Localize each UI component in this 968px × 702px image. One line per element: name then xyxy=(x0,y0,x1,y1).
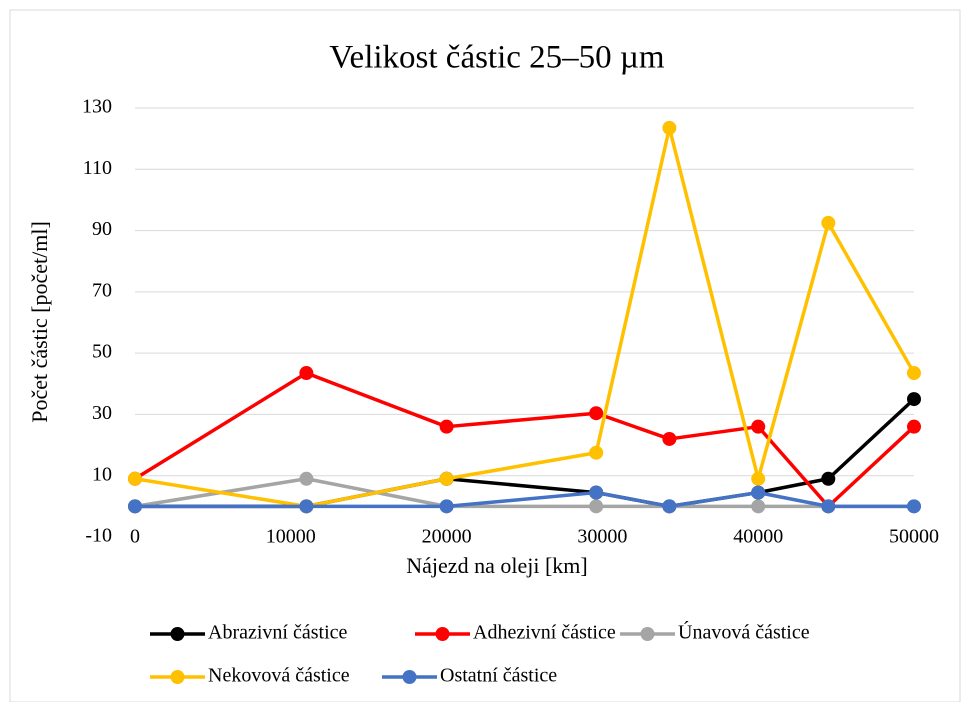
series-marker xyxy=(439,471,454,486)
series-marker xyxy=(821,215,836,230)
series-marker xyxy=(751,499,766,514)
series-marker xyxy=(662,431,677,446)
legend-label: Ostatní částice xyxy=(440,665,557,687)
series-marker xyxy=(821,471,836,486)
series-marker xyxy=(662,499,677,514)
x-tick-label: 40000 xyxy=(733,526,783,548)
chart-border xyxy=(9,9,961,702)
legend-label: Únavová částice xyxy=(678,620,810,644)
y-tick-label: 10 xyxy=(92,463,112,485)
x-tick-label: 20000 xyxy=(422,526,472,548)
chart-title: Velikost částic 25–50 µm xyxy=(329,40,665,76)
y-tick-label: 90 xyxy=(92,218,112,240)
series-marker xyxy=(907,366,921,381)
series-marker xyxy=(821,499,836,514)
legend-label: Abrazivní částice xyxy=(208,622,347,644)
series-marker xyxy=(299,499,314,514)
series-marker xyxy=(907,419,921,434)
series-marker xyxy=(439,419,454,434)
legend-marker xyxy=(170,627,185,641)
series-marker xyxy=(751,471,766,486)
series-marker xyxy=(907,499,921,514)
y-tick-label: 110 xyxy=(83,157,112,179)
x-tick-label: 10000 xyxy=(266,526,316,548)
x-tick-label: 50000 xyxy=(889,526,939,548)
series-marker xyxy=(751,419,766,434)
legend-marker xyxy=(402,670,417,684)
series-marker xyxy=(751,485,766,500)
series-marker xyxy=(589,485,604,500)
legend-marker xyxy=(435,627,450,641)
series-line xyxy=(134,477,914,509)
y-tick-label: -10 xyxy=(85,525,112,547)
y-tick-label: 130 xyxy=(82,96,112,118)
x-tick-label: 0 xyxy=(130,526,140,548)
series-marker xyxy=(128,471,142,486)
y-axis-label: Počet částic [počet/ml] xyxy=(27,221,52,423)
y-tick-label: 50 xyxy=(92,341,112,363)
legend-label: Nekovová částice xyxy=(208,665,350,687)
series-marker xyxy=(589,406,604,421)
series-marker xyxy=(589,499,604,514)
series-marker xyxy=(589,445,604,460)
legend-marker xyxy=(640,627,655,641)
legend-label: Adhezivní částice xyxy=(473,622,616,644)
x-tick-label: 30000 xyxy=(577,526,627,548)
series-line xyxy=(134,371,916,509)
series-marker xyxy=(662,120,677,135)
y-tick-label: 70 xyxy=(92,279,112,301)
series-marker xyxy=(299,471,314,486)
series-line xyxy=(135,490,914,509)
legend-marker xyxy=(170,670,185,684)
series-marker xyxy=(907,392,921,407)
series-line xyxy=(134,126,916,509)
y-tick-label: 30 xyxy=(92,402,112,424)
series-marker xyxy=(128,499,142,514)
series-marker xyxy=(299,366,314,381)
x-axis-label: Nájezd na oleji [km] xyxy=(406,553,587,578)
series-marker xyxy=(439,499,454,514)
